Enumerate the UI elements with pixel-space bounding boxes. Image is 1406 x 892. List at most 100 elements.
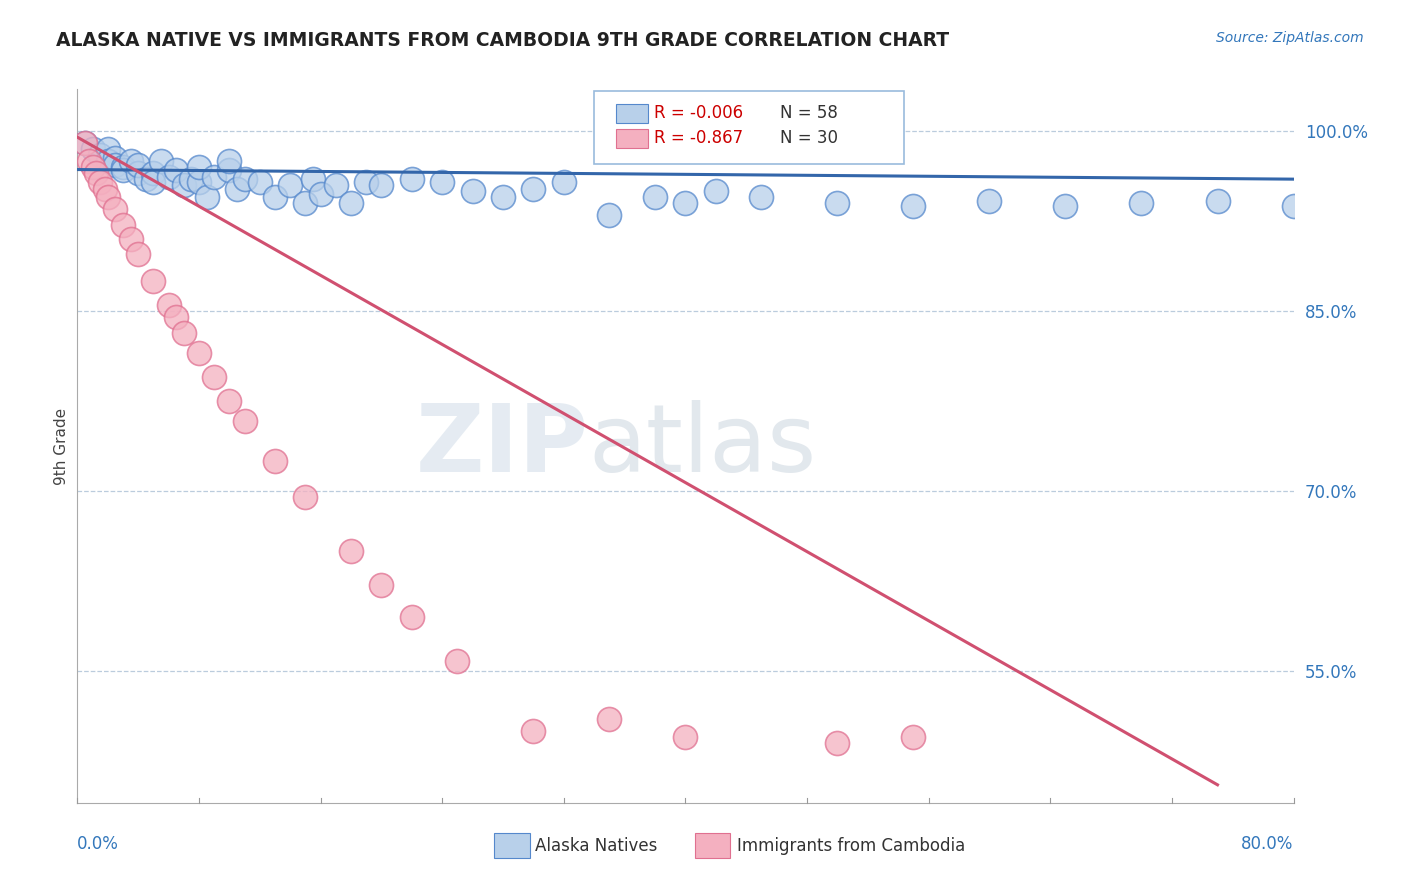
Point xyxy=(82,142,104,156)
Point xyxy=(142,274,165,288)
Point xyxy=(73,136,96,151)
Text: ALASKA NATIVE VS IMMIGRANTS FROM CAMBODIA 9TH GRADE CORRELATION CHART: ALASKA NATIVE VS IMMIGRANTS FROM CAMBODI… xyxy=(56,31,949,50)
Point xyxy=(188,346,211,360)
Point xyxy=(827,736,849,750)
Point xyxy=(340,544,363,558)
Point xyxy=(278,178,301,193)
Point xyxy=(1206,194,1229,208)
FancyBboxPatch shape xyxy=(495,833,530,858)
Point xyxy=(142,175,165,189)
Point xyxy=(370,178,392,193)
Text: R = -0.867: R = -0.867 xyxy=(654,129,742,147)
Point xyxy=(644,190,666,204)
Point xyxy=(218,154,240,169)
Point xyxy=(127,246,149,260)
Point xyxy=(401,172,423,186)
Point xyxy=(226,182,249,196)
Point xyxy=(84,166,107,180)
Point xyxy=(202,169,225,184)
Point xyxy=(1054,198,1077,212)
Point xyxy=(93,182,115,196)
Point xyxy=(827,196,849,211)
Point xyxy=(218,162,240,177)
Point xyxy=(233,172,256,186)
Point xyxy=(354,175,377,189)
Point xyxy=(340,196,363,211)
Point xyxy=(903,198,925,212)
Point xyxy=(598,712,620,726)
Point xyxy=(120,232,142,246)
Y-axis label: 9th Grade: 9th Grade xyxy=(53,408,69,484)
Point xyxy=(89,148,111,162)
Point xyxy=(82,160,104,174)
Point xyxy=(233,414,256,428)
Point xyxy=(157,169,180,184)
Point xyxy=(89,175,111,189)
Point xyxy=(264,190,287,204)
Point xyxy=(675,196,697,211)
Point xyxy=(111,160,134,174)
Point xyxy=(1405,172,1406,186)
Point xyxy=(302,172,325,186)
Point xyxy=(195,190,218,204)
Point xyxy=(135,172,157,186)
Point xyxy=(598,208,620,222)
Point xyxy=(264,454,287,468)
Point xyxy=(104,202,127,216)
FancyBboxPatch shape xyxy=(616,129,648,148)
Text: N = 30: N = 30 xyxy=(780,129,838,147)
Point xyxy=(979,194,1001,208)
Point xyxy=(370,577,392,591)
Text: Alaska Natives: Alaska Natives xyxy=(534,837,657,855)
Point xyxy=(188,175,211,189)
Text: atlas: atlas xyxy=(588,400,817,492)
Point xyxy=(173,178,195,193)
Point xyxy=(751,190,773,204)
Point xyxy=(104,158,127,172)
Point xyxy=(73,136,96,151)
Point xyxy=(165,162,187,177)
Point xyxy=(430,175,453,189)
Point xyxy=(325,178,347,193)
Point xyxy=(249,175,271,189)
FancyBboxPatch shape xyxy=(695,833,731,858)
Point xyxy=(1327,194,1350,208)
Point xyxy=(675,730,697,744)
Text: 80.0%: 80.0% xyxy=(1241,835,1294,853)
Point xyxy=(97,190,120,204)
Point xyxy=(218,394,240,409)
Point xyxy=(309,186,332,201)
Point xyxy=(142,166,165,180)
Point xyxy=(522,723,544,738)
FancyBboxPatch shape xyxy=(616,104,648,123)
Point xyxy=(120,154,142,169)
Point xyxy=(188,160,211,174)
Point xyxy=(97,142,120,156)
Point xyxy=(492,190,515,204)
Text: Immigrants from Cambodia: Immigrants from Cambodia xyxy=(737,837,965,855)
Point xyxy=(446,654,468,668)
Point xyxy=(173,326,195,340)
Point xyxy=(127,158,149,172)
Point xyxy=(553,175,575,189)
Point xyxy=(903,730,925,744)
Point xyxy=(522,182,544,196)
Point xyxy=(104,151,127,165)
Point xyxy=(294,196,316,211)
Point xyxy=(180,172,202,186)
Point xyxy=(1282,198,1305,212)
Text: ZIP: ZIP xyxy=(415,400,588,492)
Point xyxy=(111,162,134,177)
Point xyxy=(111,218,134,232)
FancyBboxPatch shape xyxy=(595,91,904,164)
Point xyxy=(165,310,187,324)
Text: N = 58: N = 58 xyxy=(780,104,838,122)
Point xyxy=(294,490,316,504)
Point xyxy=(202,370,225,384)
Point xyxy=(79,154,101,169)
Text: R = -0.006: R = -0.006 xyxy=(654,104,742,122)
Point xyxy=(157,298,180,312)
Point xyxy=(149,154,172,169)
Point xyxy=(704,184,727,198)
Point xyxy=(461,184,484,198)
